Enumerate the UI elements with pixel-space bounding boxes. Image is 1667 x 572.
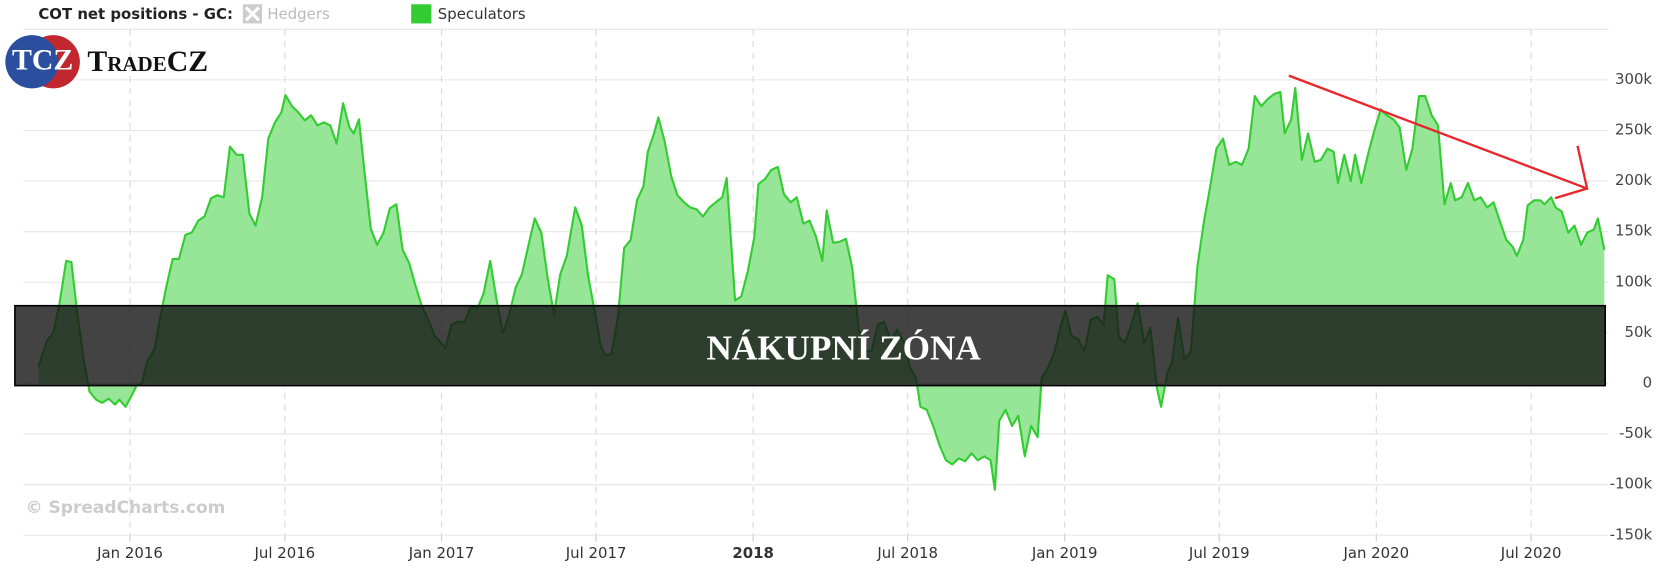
x-tick-label: Jul 2020 <box>1500 544 1562 562</box>
y-tick-label: 200k <box>1615 171 1652 189</box>
logo-mark: TCZ <box>12 44 73 77</box>
x-tick-label: Jul 2019 <box>1188 544 1250 562</box>
legend-hidden-icon <box>244 6 260 22</box>
x-tick-label: Jan 2020 <box>1342 544 1409 562</box>
legend[interactable]: Hedgers Speculators <box>242 4 526 24</box>
logo-name: TradeCZ <box>87 45 208 78</box>
logo: TCZ TradeCZ <box>5 35 208 89</box>
arrow-path <box>1288 74 1589 200</box>
y-tick-label: -100k <box>1610 475 1653 493</box>
area <box>38 87 1605 490</box>
y-tick-label: 100k <box>1615 272 1652 290</box>
line <box>37 86 1606 491</box>
legend-label[interactable]: Hedgers <box>267 5 330 23</box>
x-tick-label: Jul 2018 <box>876 544 938 562</box>
x-tick-label: Jan 2019 <box>1031 544 1098 562</box>
y-tick-label: 150k <box>1615 222 1652 240</box>
y-tick-label: 300k <box>1615 70 1652 88</box>
watermark: © SpreadCharts.com <box>26 498 226 518</box>
x-tick-label: Jan 2016 <box>96 544 163 562</box>
y-tick-label: -50k <box>1619 424 1652 442</box>
y-tick-label: -150k <box>1610 525 1653 543</box>
chart-title: COT net positions - GC: <box>38 5 233 23</box>
x-tick-label: Jan 2017 <box>408 544 475 562</box>
trend-arrow <box>1288 74 1589 200</box>
zone-label: NÁKUPNÍ ZÓNA <box>706 328 981 368</box>
plot <box>37 86 1606 491</box>
legend-label[interactable]: Speculators <box>438 5 526 23</box>
y-tick-label: 50k <box>1624 323 1652 341</box>
zone-overlay <box>14 304 1607 387</box>
y-tick-label: 0 <box>1643 373 1652 391</box>
x-tick-label: Jul 2016 <box>254 544 316 562</box>
x-tick-label: 2018 <box>732 544 774 562</box>
legend-swatch[interactable] <box>411 4 432 24</box>
x-tick-label: Jul 2017 <box>565 544 627 562</box>
y-tick-label: 250k <box>1615 120 1652 138</box>
logo-circle <box>5 35 59 89</box>
